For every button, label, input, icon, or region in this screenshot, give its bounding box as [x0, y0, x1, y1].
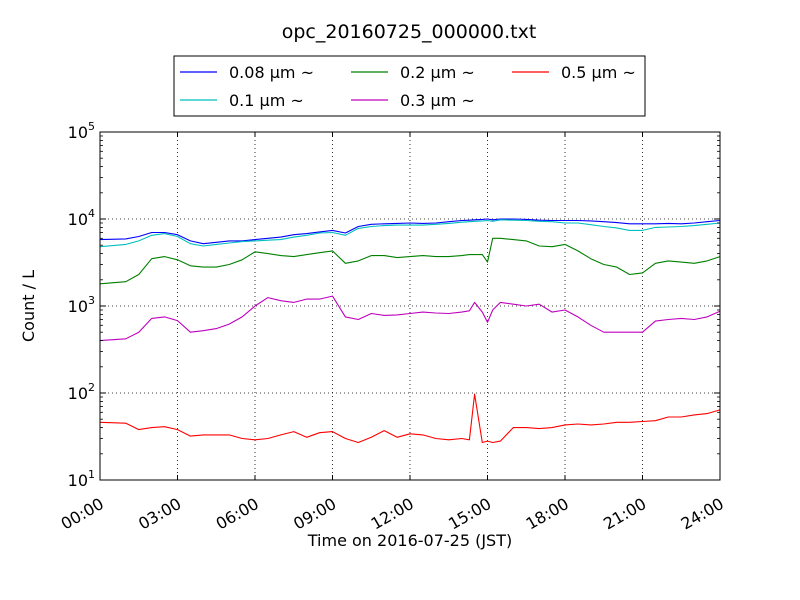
- plot-series: [99, 218, 721, 444]
- grid: [100, 132, 720, 480]
- x-axis-label: Time on 2016-07-25 (JST): [307, 531, 512, 550]
- legend: 0.08 μm ~ 0.1 μm ~ 0.2 μm ~ 0.3 μm ~ 0.5 μm …: [173, 55, 646, 117]
- y-tick-labels: 101 102 103 104 105: [68, 120, 95, 490]
- y-axis-label: Count / L: [19, 270, 38, 342]
- legend-items: 0.08 μm ~ 0.1 μm ~ 0.2 μm ~ 0.3 μm ~ 0.5 μm …: [180, 63, 636, 110]
- x-tick-label: 09:00: [290, 494, 339, 534]
- series-line-0: [99, 218, 721, 245]
- legend-label-2: 0.2 μm ~: [400, 63, 475, 82]
- y-tick-label: 103: [68, 294, 95, 316]
- legend-box: [173, 55, 646, 117]
- y-tick-label: 102: [68, 381, 95, 403]
- x-tick-label: 03:00: [135, 494, 184, 534]
- ticks: [99, 131, 721, 481]
- x-tick-label: 24:00: [678, 494, 727, 534]
- x-tick-label: 21:00: [600, 494, 649, 534]
- y-tick-label: 101: [68, 468, 95, 490]
- x-tick-label: 15:00: [445, 494, 494, 534]
- series-line-2: [99, 237, 721, 285]
- y-tick-label: 104: [68, 207, 95, 229]
- x-tick-label: 06:00: [213, 494, 262, 534]
- legend-label-1: 0.1 μm ~: [229, 91, 304, 110]
- legend-label-0: 0.08 μm ~: [229, 63, 314, 82]
- y-tick-label: 105: [68, 120, 95, 142]
- legend-label-4: 0.5 μm ~: [561, 63, 636, 82]
- series-line-4: [99, 393, 721, 444]
- x-tick-label: 12:00: [368, 494, 417, 534]
- legend-label-3: 0.3 μm ~: [400, 91, 475, 110]
- x-tick-labels: 00:00 03:00 06:00 09:00 12:00 15:00 18:00 21:00…: [58, 494, 727, 534]
- x-tick-label: 00:00: [58, 494, 107, 534]
- series-line-3: [99, 295, 721, 342]
- chart-title: opc_20160725_000000.txt: [282, 21, 537, 43]
- x-tick-label: 18:00: [523, 494, 572, 534]
- series-line-1: [99, 219, 721, 248]
